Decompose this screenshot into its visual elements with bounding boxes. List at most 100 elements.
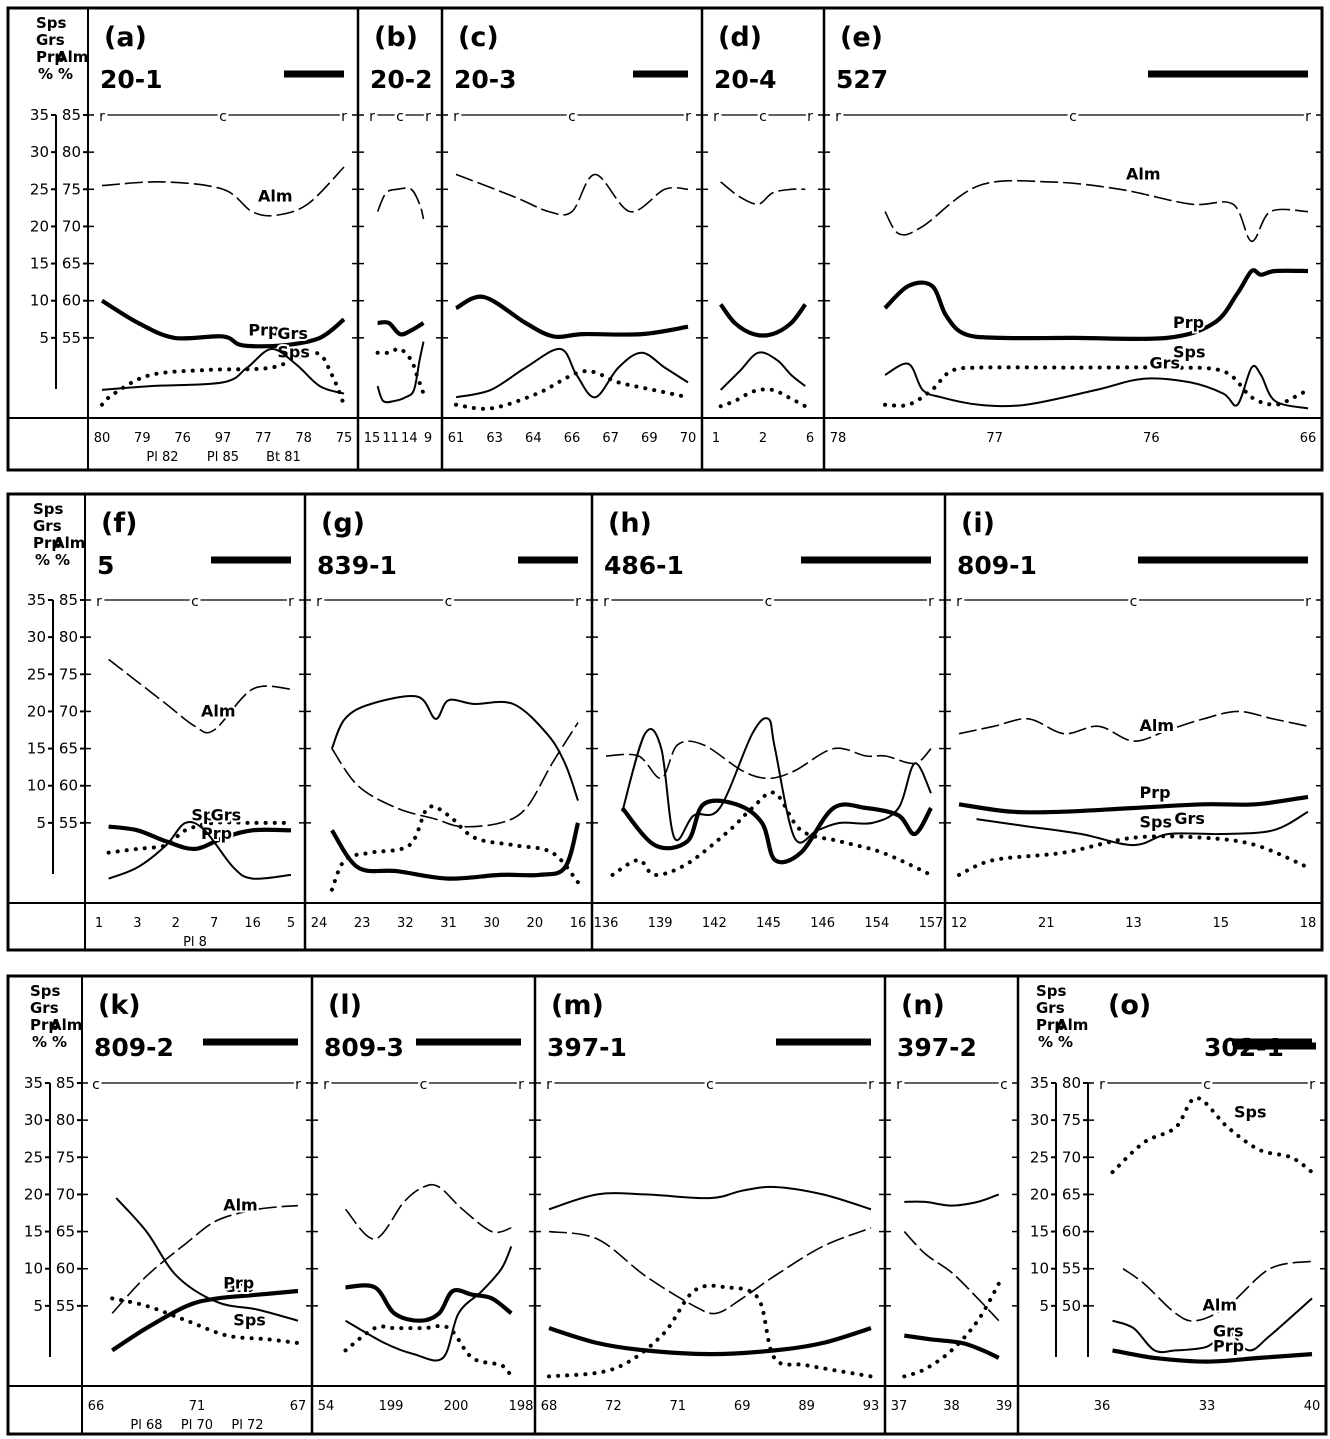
series-line-thick-4 — [620, 798, 933, 865]
spot-number: 2 — [172, 916, 180, 931]
tick-label-left: 35 — [1030, 1074, 1049, 1092]
tick-label-right: 65 — [1062, 1185, 1081, 1203]
spot-number: 30 — [483, 916, 500, 931]
series-line-grs — [976, 810, 1309, 847]
tick-label-left: 5 — [36, 814, 46, 832]
axis-label-percent-left: % — [1038, 1033, 1053, 1051]
series-label: Prp — [248, 320, 279, 339]
spot-number: 40 — [1304, 1399, 1321, 1414]
spot-number: 2 — [759, 431, 767, 446]
series-line-sps — [110, 1296, 300, 1345]
series-label: Alm — [258, 187, 293, 206]
rim-marker: r — [96, 594, 102, 610]
core-marker: c — [568, 109, 576, 125]
tick-label-left: 10 — [30, 292, 49, 310]
core-marker: c — [706, 1077, 714, 1093]
axis-label-grs: Grs — [33, 517, 62, 535]
series-line-thick-2 — [377, 320, 425, 337]
series-line-dotted-3 — [329, 804, 580, 892]
tick-label-right: 80 — [56, 1111, 75, 1129]
panel-label: (l) — [328, 990, 362, 1021]
rim-marker: r — [369, 109, 375, 125]
series-label: Alm — [201, 701, 236, 720]
spot-number: 38 — [943, 1399, 960, 1414]
series-label: Prp — [201, 824, 232, 843]
spot-number: 67 — [602, 431, 619, 446]
panel-label: (d) — [718, 22, 762, 53]
tick-label-left: 30 — [1030, 1111, 1049, 1129]
spot-number: 6 — [806, 431, 814, 446]
series-label: Prp — [1173, 313, 1204, 332]
series-line-dashed-1 — [344, 1183, 512, 1240]
tick-label-right: 55 — [1062, 1260, 1081, 1278]
series-label: Sps — [1173, 343, 1206, 362]
panel-h: (h) 486-1 r c r 136 139 142 145 146 154 157 — [590, 494, 945, 950]
panel-d: (d) 20-4 r c r 1 2 6 — [700, 8, 824, 470]
rim-marker: r — [928, 594, 934, 610]
rim-marker: r — [807, 109, 813, 125]
tick-label-right: 85 — [59, 591, 78, 609]
spot-number: 66 — [1300, 431, 1317, 446]
series-line-grs — [108, 820, 292, 880]
series-line-prp — [1112, 1348, 1313, 1364]
tick-label-left: 5 — [1039, 1297, 1049, 1315]
rim-marker: r — [323, 1077, 329, 1093]
inclusion-label: Pl 85 — [207, 450, 239, 465]
core-marker: c — [1203, 1077, 1211, 1093]
series-line-thick-4 — [330, 822, 581, 881]
axis-label-prp: Prp — [1036, 1016, 1065, 1034]
series-line-dotted-3 — [375, 346, 426, 396]
spot-number: 18 — [1300, 916, 1317, 931]
core-marker: c — [1000, 1077, 1008, 1093]
tick-label-left: 25 — [30, 180, 49, 198]
spot-number: 77 — [255, 431, 272, 446]
spot-number: 32 — [397, 916, 414, 931]
spot-number: 146 — [810, 916, 835, 931]
series-label: Grs — [1174, 809, 1205, 828]
spot-number: 78 — [830, 431, 847, 446]
rim-marker: r — [288, 594, 294, 610]
spot-number: 37 — [891, 1399, 908, 1414]
series-line-thick-2 — [719, 303, 807, 338]
inclusion-label: Pl 68 — [130, 1418, 162, 1433]
series-label: Sps — [277, 343, 310, 362]
spot-number: 64 — [525, 431, 542, 446]
tick-label-left: 15 — [24, 1223, 43, 1241]
rim-marker: r — [835, 109, 841, 125]
spot-number: 61 — [448, 431, 465, 446]
sample-title: 809-2 — [94, 1033, 174, 1062]
spot-number: 11 — [382, 431, 399, 446]
series-label: Grs — [1213, 1322, 1244, 1341]
core-marker: c — [445, 594, 453, 610]
spot-number: 16 — [244, 916, 261, 931]
spot-number: 54 — [318, 1399, 335, 1414]
sample-title: 20-2 — [370, 65, 433, 94]
axis-label-sps: Sps — [30, 982, 61, 1000]
series-line-grs — [1112, 1297, 1313, 1354]
spot-number: 3 — [133, 916, 141, 931]
rim-marker: r — [603, 594, 609, 610]
spot-number: 75 — [336, 431, 353, 446]
series-line-prp — [883, 268, 1309, 342]
series-label: Alm — [1203, 1296, 1238, 1315]
series-line-dotted-4 — [902, 1281, 1001, 1379]
rim-marker: r — [99, 109, 105, 125]
tick-label-right: 75 — [56, 1148, 75, 1166]
rim-marker: r — [1305, 594, 1311, 610]
rim-marker: r — [713, 109, 719, 125]
axis-label-percent-right: % — [52, 1033, 67, 1051]
series-line-sps — [100, 350, 346, 407]
core-marker: c — [759, 109, 767, 125]
tick-label-left: 20 — [24, 1185, 43, 1203]
spot-number: 14 — [401, 431, 418, 446]
sample-title: 20-4 — [714, 65, 777, 94]
rim-marker: r — [956, 594, 962, 610]
rim-marker: r — [453, 109, 459, 125]
spot-number: 7 — [210, 916, 218, 931]
core-marker: c — [92, 1077, 100, 1093]
spot-number: 79 — [134, 431, 151, 446]
axis-label-sps: Sps — [1036, 982, 1067, 1000]
